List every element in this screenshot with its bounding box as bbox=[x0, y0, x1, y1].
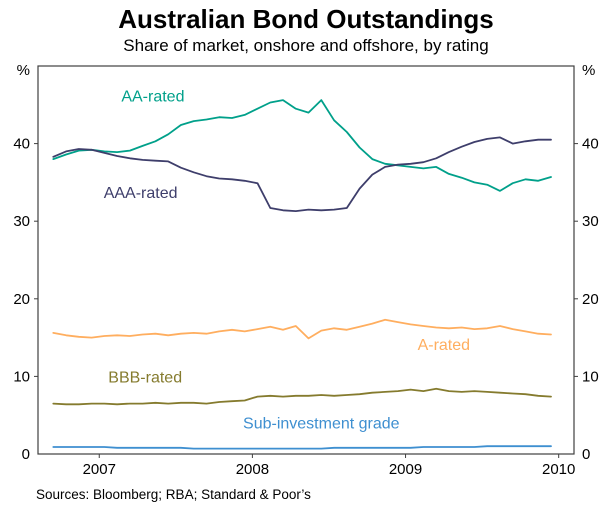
y-axis-tick-label-left: 10 bbox=[13, 369, 30, 386]
chart-source: Sources: Bloomberg; RBA; Standard & Poor… bbox=[36, 487, 311, 502]
series-line-aa-rated bbox=[52, 99, 552, 193]
y-axis-tick-label-right: 30 bbox=[582, 213, 599, 230]
y-axis-tick-label-right: 0 bbox=[582, 446, 590, 463]
x-axis-tick-label: 2007 bbox=[83, 461, 116, 478]
series-line-a-rated bbox=[52, 319, 552, 340]
series-label-aaa-rated: AAA-rated bbox=[104, 185, 178, 202]
series-line-bbb-rated bbox=[52, 388, 552, 406]
y-axis-tick-label-left: 30 bbox=[13, 213, 30, 230]
y-axis-tick-label-right: 20 bbox=[582, 291, 599, 308]
plot-frame bbox=[37, 65, 575, 455]
series-line-sub-investment-grade bbox=[52, 445, 552, 450]
x-axis-tick-label: 2010 bbox=[542, 461, 575, 478]
y-axis-unit-left: % bbox=[17, 62, 30, 79]
y-axis-tick-label-right: 40 bbox=[582, 136, 599, 153]
chart-title: Australian Bond Outstandings bbox=[118, 4, 494, 34]
y-axis-tick-label-left: 40 bbox=[13, 136, 30, 153]
series-label-a-rated: A-rated bbox=[418, 337, 470, 354]
y-axis-tick-label-left: 0 bbox=[22, 446, 30, 463]
y-axis-unit-right: % bbox=[582, 62, 595, 79]
series-line-aaa-rated bbox=[52, 136, 552, 213]
series-label-aa-rated: AA-rated bbox=[121, 89, 184, 106]
series-label-sub-investment-grade: Sub-investment grade bbox=[243, 416, 400, 433]
chart-subtitle: Share of market, onshore and offshore, b… bbox=[123, 35, 489, 55]
chart-canvas: 0 0 10 10 20 20 30 30 40 40% % 2007 2008 2009 2010 AA-r… bbox=[13, 62, 599, 478]
x-axis-tick-label: 2009 bbox=[389, 461, 422, 478]
y-axis-tick-label-right: 10 bbox=[582, 369, 599, 386]
x-axis-tick-label: 2008 bbox=[236, 461, 269, 478]
y-axis-tick-label-left: 20 bbox=[13, 291, 30, 308]
series-label-bbb-rated: BBB-rated bbox=[108, 370, 182, 387]
